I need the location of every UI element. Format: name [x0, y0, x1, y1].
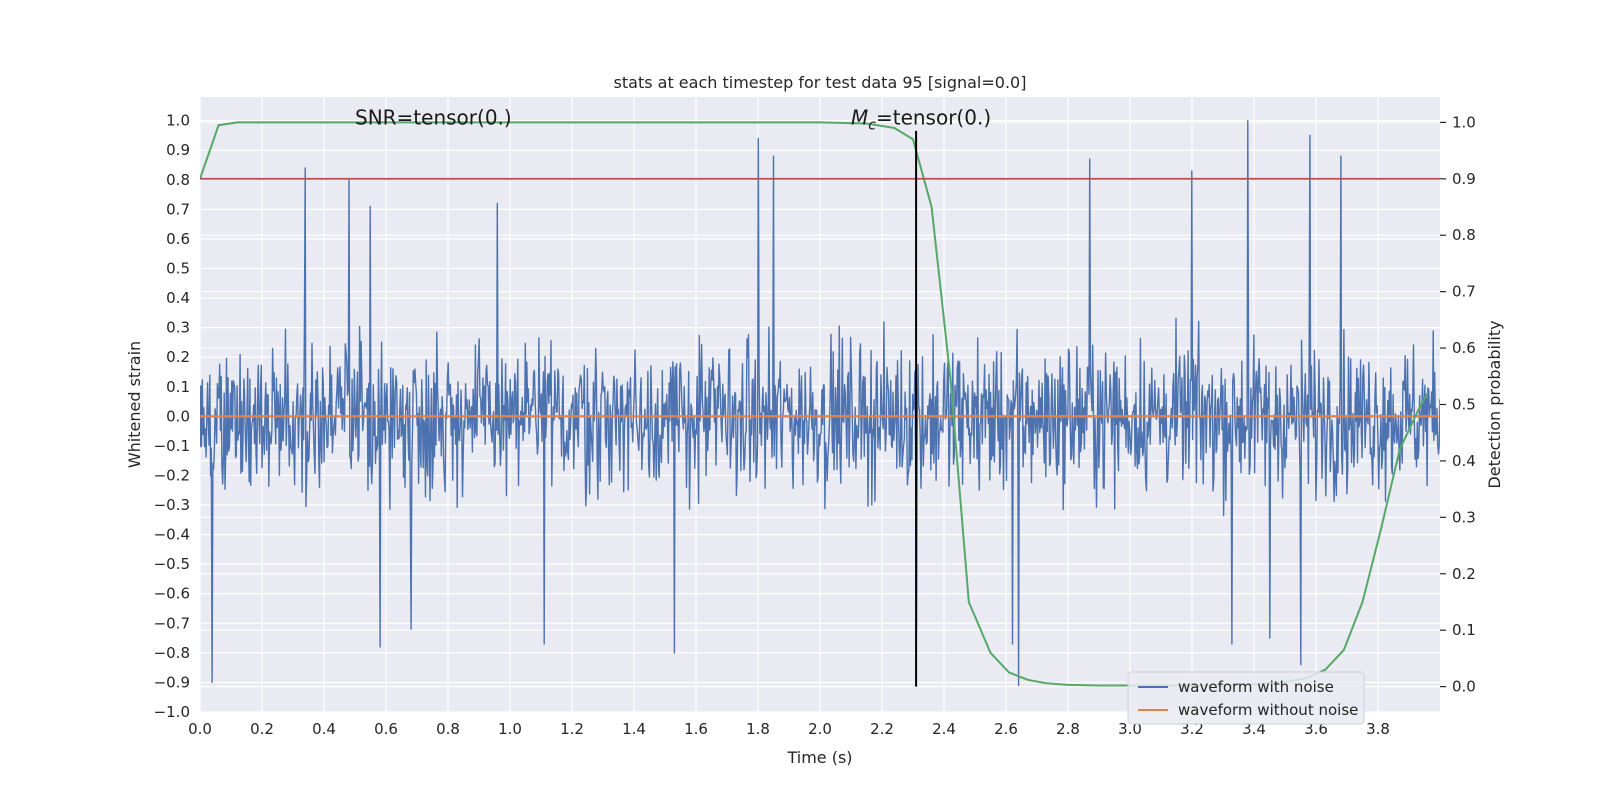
x-tick-label: 1.6	[684, 720, 708, 738]
y-left-tick-label: 0.9	[166, 141, 190, 159]
series-detection-probability	[200, 121, 1429, 687]
y-left-tick-label: −0.4	[154, 526, 190, 544]
y-right-tick-label: 0.9	[1452, 170, 1476, 188]
x-tick-label: 2.6	[994, 720, 1018, 738]
y-left-tick-label: −0.8	[154, 644, 190, 662]
y-left-tick-label: −0.9	[154, 673, 190, 691]
y-left-tick-label: −0.6	[154, 585, 190, 603]
y-left-tick-label: 0.4	[166, 289, 190, 307]
y-right-tick-label: 0.6	[1452, 339, 1476, 357]
y-left-tick-label: 0.2	[166, 348, 190, 366]
x-tick-label: 2.8	[1056, 720, 1080, 738]
y-left-tick-label: −0.2	[154, 466, 190, 484]
annotations: SNR=tensor(0.) Mc=tensor(0.)	[355, 106, 991, 134]
y-left-tick-label: −1.0	[154, 703, 190, 721]
series-waveform-with-noise	[200, 120, 1440, 687]
y-left-axis-ticks: −1.0 −0.9 −0.8 −0.7 −0.6 −0.5 −0.4 −0.3 −0.2 −0.1…	[154, 112, 190, 721]
y-left-tick-label: −0.7	[154, 614, 190, 632]
y-right-tick-label: 0.8	[1452, 226, 1476, 244]
x-tick-label: 0.0	[188, 720, 212, 738]
y-right-tick-label: 0.3	[1452, 508, 1476, 526]
x-tick-label: 2.2	[870, 720, 894, 738]
y-left-tick-label: 0.7	[166, 200, 190, 218]
y-left-tick-label: −0.5	[154, 555, 190, 573]
x-tick-label: 1.8	[746, 720, 770, 738]
y-left-tick-label: 0.1	[166, 378, 190, 396]
x-tick-label: 0.2	[250, 720, 274, 738]
y-left-tick-label: 0.6	[166, 230, 190, 248]
y-left-tick-label: 0.5	[166, 259, 190, 277]
y-right-tick-label: 0.4	[1452, 452, 1476, 470]
legend: waveform with noise waveform without noi…	[1127, 671, 1365, 725]
legend-label-waveform-with-noise: waveform with noise	[1178, 678, 1334, 696]
y-left-tick-label: −0.1	[154, 437, 190, 455]
y-left-tick-label: 1.0	[166, 112, 190, 130]
y-left-tick-label: −0.3	[154, 496, 190, 514]
y-right-tick-label: 1.0	[1452, 113, 1476, 131]
x-axis-label: Time (s)	[786, 748, 852, 767]
y-left-axis-label: Whitened strain	[125, 341, 144, 468]
x-tick-label: 0.4	[312, 720, 336, 738]
y-left-tick-label: 0.8	[166, 171, 190, 189]
annotation-chirp-mass: Mc=tensor(0.)	[851, 106, 991, 134]
y-right-tick-label: 0.0	[1452, 678, 1476, 696]
y-right-tick-label: 0.1	[1452, 621, 1476, 639]
y-left-tick-label: 0.0	[166, 407, 190, 425]
annotation-snr: SNR=tensor(0.)	[355, 106, 512, 130]
y-right-axis-label: Detection probability	[1485, 320, 1504, 488]
y-right-tick-label: 0.7	[1452, 283, 1476, 301]
x-tick-label: 3.8	[1366, 720, 1390, 738]
y-left-tick-label: 0.3	[166, 319, 190, 337]
legend-label-waveform-without-noise: waveform without noise	[1178, 701, 1358, 719]
y-right-tick-label: 0.2	[1452, 565, 1476, 583]
y-right-axis-ticks: 0.0 0.1 0.2 0.3 0.4 0.5 0.6 0.7 0.8 0.9 1.0	[1440, 113, 1476, 696]
y-right-tick-label: 0.5	[1452, 396, 1476, 414]
x-tick-label: 0.8	[436, 720, 460, 738]
x-tick-label: 2.0	[808, 720, 832, 738]
x-tick-label: 0.6	[374, 720, 398, 738]
x-tick-label: 1.0	[498, 720, 522, 738]
legend-box	[1127, 671, 1365, 725]
x-tick-label: 1.2	[560, 720, 584, 738]
chart-title: stats at each timestep for test data 95 …	[614, 73, 1027, 92]
plot-series	[200, 120, 1440, 687]
x-tick-label: 1.4	[622, 720, 646, 738]
x-tick-label: 2.4	[932, 720, 956, 738]
